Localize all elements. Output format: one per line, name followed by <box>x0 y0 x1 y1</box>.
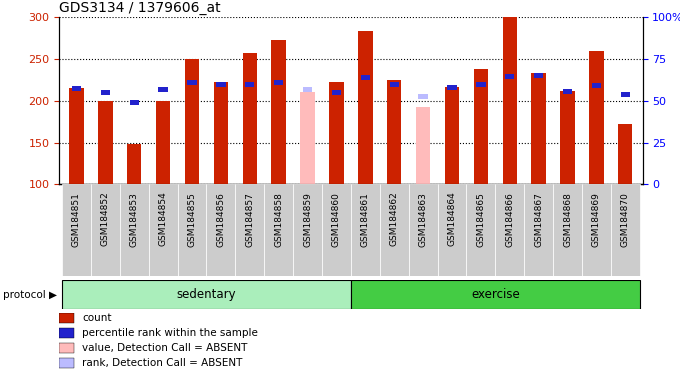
Bar <box>322 184 351 276</box>
Bar <box>534 73 543 78</box>
Bar <box>390 81 399 87</box>
Bar <box>495 184 524 276</box>
Bar <box>301 93 315 184</box>
Bar <box>72 86 81 91</box>
Text: GSM184868: GSM184868 <box>563 192 572 247</box>
Bar <box>387 80 401 184</box>
Bar <box>524 184 553 276</box>
Bar <box>332 90 341 95</box>
Bar <box>69 88 84 184</box>
Bar <box>505 74 515 79</box>
Text: GDS3134 / 1379606_at: GDS3134 / 1379606_at <box>59 1 221 15</box>
Bar <box>59 358 73 368</box>
Bar <box>437 184 466 276</box>
Bar <box>293 184 322 276</box>
Bar <box>476 81 486 87</box>
Bar <box>618 124 632 184</box>
Bar <box>187 80 197 85</box>
Bar <box>379 184 409 276</box>
Text: GSM184866: GSM184866 <box>505 192 514 247</box>
Bar <box>351 280 640 309</box>
Text: GSM184856: GSM184856 <box>216 192 225 247</box>
Bar <box>127 144 141 184</box>
Text: GSM184870: GSM184870 <box>621 192 630 247</box>
Bar <box>158 88 168 93</box>
Text: GSM184867: GSM184867 <box>534 192 543 247</box>
Bar <box>243 53 257 184</box>
Bar <box>59 313 73 323</box>
Text: protocol ▶: protocol ▶ <box>3 290 57 300</box>
Text: GSM184863: GSM184863 <box>419 192 428 247</box>
Bar <box>265 184 293 276</box>
Bar <box>589 51 604 184</box>
Bar <box>62 280 351 309</box>
Bar <box>101 90 110 95</box>
Bar <box>358 31 373 184</box>
Bar <box>91 184 120 276</box>
Text: GSM184862: GSM184862 <box>390 192 398 247</box>
Bar <box>416 108 430 184</box>
Bar <box>235 184 265 276</box>
Text: GSM184857: GSM184857 <box>245 192 254 247</box>
Bar <box>503 17 517 184</box>
Text: value, Detection Call = ABSENT: value, Detection Call = ABSENT <box>82 343 248 353</box>
Bar <box>98 101 113 184</box>
Bar <box>611 184 640 276</box>
Bar <box>560 91 575 184</box>
Text: rank, Detection Call = ABSENT: rank, Detection Call = ABSENT <box>82 358 243 368</box>
Bar <box>466 184 495 276</box>
Text: GSM184865: GSM184865 <box>477 192 486 247</box>
Bar <box>531 73 546 184</box>
Bar <box>553 184 582 276</box>
Text: GSM184864: GSM184864 <box>447 192 456 247</box>
Bar <box>303 88 312 93</box>
Text: GSM184859: GSM184859 <box>303 192 312 247</box>
Bar <box>130 100 139 105</box>
Bar <box>582 184 611 276</box>
Text: GSM184860: GSM184860 <box>332 192 341 247</box>
Text: sedentary: sedentary <box>177 288 236 301</box>
Bar <box>149 184 177 276</box>
Text: GSM184869: GSM184869 <box>592 192 601 247</box>
Bar <box>156 101 171 184</box>
Bar <box>59 343 73 353</box>
Bar <box>207 184 235 276</box>
Bar <box>563 89 572 94</box>
Bar <box>271 40 286 184</box>
Bar <box>177 184 207 276</box>
Text: percentile rank within the sample: percentile rank within the sample <box>82 328 258 338</box>
Text: GSM184854: GSM184854 <box>158 192 168 247</box>
Text: GSM184852: GSM184852 <box>101 192 110 247</box>
Bar <box>59 328 73 338</box>
Text: exercise: exercise <box>471 288 520 301</box>
Bar <box>360 75 370 80</box>
Bar <box>62 184 91 276</box>
Bar <box>621 92 630 97</box>
Bar <box>185 59 199 184</box>
Text: GSM184853: GSM184853 <box>130 192 139 247</box>
Bar <box>214 83 228 184</box>
Bar <box>120 184 149 276</box>
Bar <box>351 184 379 276</box>
Bar <box>329 83 343 184</box>
Bar <box>216 83 226 88</box>
Text: GSM184861: GSM184861 <box>361 192 370 247</box>
Bar <box>445 87 459 184</box>
Text: count: count <box>82 313 112 323</box>
Bar <box>245 81 254 87</box>
Text: GSM184858: GSM184858 <box>274 192 283 247</box>
Bar <box>592 83 601 88</box>
Bar <box>274 80 284 85</box>
Bar <box>474 69 488 184</box>
Bar <box>409 184 437 276</box>
Text: GSM184851: GSM184851 <box>72 192 81 247</box>
Text: GSM184855: GSM184855 <box>188 192 197 247</box>
Bar <box>447 85 457 90</box>
Bar <box>418 94 428 99</box>
